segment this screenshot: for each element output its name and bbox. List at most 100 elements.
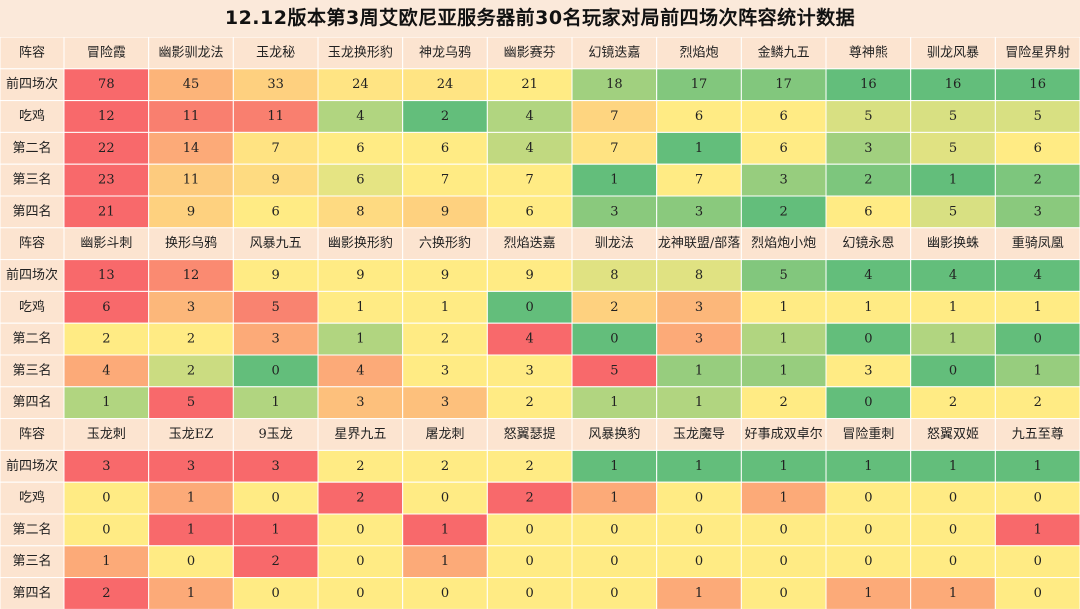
data-value: 78: [98, 77, 115, 92]
data-cell: [486, 131, 573, 165]
data-value: 1: [441, 300, 449, 315]
lineup-header-cell: [63, 418, 150, 451]
data-value: 0: [526, 554, 534, 569]
data-value: 4: [526, 141, 534, 156]
data-value: 1: [949, 459, 957, 474]
data-value: 1: [610, 459, 618, 474]
data-value: 3: [864, 363, 872, 378]
lineup-header-cell: [63, 37, 150, 70]
lineup-name: 烈焰迭嘉: [504, 236, 556, 251]
data-value: 1: [949, 173, 957, 188]
lineup-name: 冒险霞: [87, 45, 126, 60]
row-label: 第四名: [12, 585, 51, 601]
data-value: 17: [775, 77, 792, 92]
data-cell: [63, 449, 150, 483]
lineup-name: 六换形豹: [419, 236, 471, 251]
data-cell: [317, 195, 404, 229]
data-value: 1: [102, 395, 110, 410]
header-label: 阵容: [19, 235, 45, 251]
data-value: 5: [1034, 109, 1042, 124]
data-value: 21: [98, 204, 115, 219]
data-cell: [486, 354, 573, 388]
data-value: 3: [610, 204, 618, 219]
data-value: 7: [272, 141, 280, 156]
data-cell: [740, 545, 827, 579]
data-value: 2: [1034, 395, 1042, 410]
data-value: 3: [187, 300, 195, 315]
lineup-name: 玉龙刺: [87, 427, 126, 442]
data-value: 0: [949, 491, 957, 506]
data-cell: [232, 354, 319, 388]
lineup-name: 风暴九五: [250, 236, 302, 251]
data-value: 14: [183, 141, 200, 156]
data-value: 7: [695, 173, 703, 188]
lineup-name: 屠龙刺: [426, 427, 465, 442]
lineup-name: 幽影斗刺: [80, 236, 132, 251]
data-cell: [656, 131, 742, 165]
lineup-name: 烈焰炮小炮: [751, 236, 816, 251]
data-cell: [402, 290, 488, 324]
data-value: 3: [272, 459, 280, 474]
data-value: 9: [441, 268, 449, 283]
lineup-header-cell: [994, 418, 1080, 451]
data-value: 2: [272, 554, 280, 569]
data-value: 7: [610, 141, 618, 156]
data-value: 3: [356, 395, 364, 410]
data-value: 0: [949, 363, 957, 378]
data-value: 24: [437, 77, 454, 92]
lineup-header-cell: [232, 418, 319, 451]
row-label: 前四场次: [6, 458, 58, 474]
lineup-header-cell: [910, 37, 996, 70]
data-value: 5: [187, 395, 195, 410]
data-value: 3: [187, 459, 195, 474]
data-value: 1: [864, 586, 872, 601]
data-cell: [910, 386, 996, 420]
data-value: 16: [945, 77, 962, 92]
data-cell: [571, 259, 658, 292]
data-value: 0: [610, 554, 618, 569]
data-cell: [402, 322, 488, 356]
data-value: 3: [441, 363, 449, 378]
lineup-header-cell: [486, 37, 573, 70]
data-value: 8: [610, 268, 618, 283]
data-value: 13: [98, 268, 115, 283]
data-value: 0: [272, 586, 280, 601]
data-cell: [317, 259, 404, 292]
data-cell: [825, 100, 912, 133]
data-cell: [486, 195, 573, 229]
data-cell: [656, 577, 742, 609]
data-value: 0: [864, 522, 872, 537]
data-value: 2: [187, 332, 195, 347]
lineup-header-cell: [994, 37, 1080, 70]
lineup-header-cell: [910, 418, 996, 451]
data-cell: [486, 513, 573, 547]
lineup-header-cell: [486, 227, 573, 261]
data-value: 0: [441, 586, 449, 601]
data-value: 2: [526, 395, 534, 410]
data-value: 1: [949, 586, 957, 601]
data-value: 0: [1034, 586, 1042, 601]
data-cell: [994, 131, 1080, 165]
lineup-name: 玉龙EZ: [169, 427, 214, 442]
data-value: 2: [526, 491, 534, 506]
data-value: 0: [949, 522, 957, 537]
data-cell: [656, 386, 742, 420]
data-cell: [486, 545, 573, 579]
data-cell: [486, 577, 573, 609]
data-value: 1: [780, 332, 788, 347]
data-cell: [740, 577, 827, 609]
data-value: 1: [695, 586, 703, 601]
data-cell: [994, 68, 1080, 102]
data-value: 4: [102, 363, 110, 378]
data-value: 4: [526, 109, 534, 124]
lineup-name: 幻镜永恩: [842, 236, 894, 251]
data-value: 0: [864, 395, 872, 410]
lineup-header-cell: [740, 37, 827, 70]
data-cell: [825, 513, 912, 547]
header-label-cell: [0, 227, 65, 261]
data-cell: [317, 100, 404, 133]
header-label: 阵容: [19, 44, 45, 60]
data-cell: [994, 322, 1080, 356]
data-cell: [825, 322, 912, 356]
data-value: 5: [272, 300, 280, 315]
